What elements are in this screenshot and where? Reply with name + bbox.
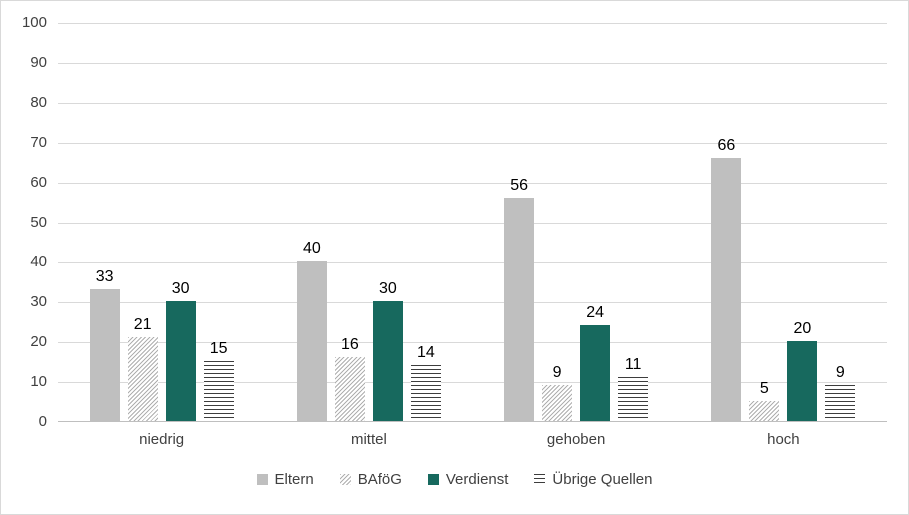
legend-marker-bafoeg bbox=[339, 474, 351, 485]
y-tick-label: 50 bbox=[30, 213, 47, 231]
legend-label: Verdienst bbox=[445, 471, 509, 488]
y-tick-label: 20 bbox=[30, 333, 47, 351]
x-category-label: gehoben bbox=[546, 431, 606, 448]
bar-bafoeg bbox=[334, 357, 365, 421]
gridline bbox=[58, 342, 887, 344]
gridline bbox=[58, 382, 887, 384]
value-label: 40 bbox=[302, 240, 321, 257]
gridline bbox=[58, 182, 887, 184]
legend-label: Eltern bbox=[274, 471, 314, 488]
value-label: 5 bbox=[759, 380, 769, 397]
gridline bbox=[58, 62, 887, 64]
bar-cell-eltern: 33 bbox=[89, 23, 120, 421]
bar-uebrige-quellen bbox=[618, 377, 649, 421]
bar-group-hoch: 66 5 20 9 bbox=[680, 23, 887, 421]
bar-cell-verdienst: 30 bbox=[372, 23, 403, 421]
bar-cell-eltern: 66 bbox=[711, 23, 742, 421]
bar-cell-uebrige-quellen: 11 bbox=[618, 23, 649, 421]
legend-label: BAföG bbox=[357, 471, 402, 488]
bar-eltern bbox=[296, 261, 327, 421]
value-label: 9 bbox=[552, 364, 562, 381]
legend-item-bafoeg: BAföG bbox=[339, 471, 402, 488]
bar-cell-uebrige-quellen: 9 bbox=[825, 23, 856, 421]
legend-item-verdienst: Verdienst bbox=[427, 471, 509, 488]
y-tick-label: 0 bbox=[38, 413, 47, 430]
x-category-label: mittel bbox=[350, 431, 387, 448]
value-label: 66 bbox=[717, 137, 736, 154]
bar-cell-verdienst: 30 bbox=[165, 23, 196, 421]
y-tick-label: 70 bbox=[30, 133, 47, 151]
bar-uebrige-quellen bbox=[203, 361, 234, 421]
bars-layer: 33 21 30 15 40 16 30 14 56 9 24 11 66 5 20 9 bbox=[58, 23, 887, 421]
bar-cell-uebrige-quellen: 14 bbox=[410, 23, 441, 421]
legend-marker-eltern bbox=[256, 474, 268, 485]
bar-bafoeg bbox=[542, 385, 573, 421]
value-label: 30 bbox=[378, 280, 397, 297]
value-label: 11 bbox=[624, 356, 642, 373]
legend: Eltern BAföG Verdienst Übrige Quellen bbox=[1, 471, 908, 488]
y-tick-label: 80 bbox=[30, 93, 47, 111]
bar-cell-eltern: 56 bbox=[504, 23, 535, 421]
plot-area: 33 21 30 15 40 16 30 14 56 9 24 11 66 5 20 9 bbox=[58, 23, 887, 422]
bar-group-mittel: 40 16 30 14 bbox=[265, 23, 472, 421]
x-category-label: niedrig bbox=[139, 431, 185, 448]
bar-eltern bbox=[89, 289, 120, 421]
value-label: 14 bbox=[416, 344, 435, 361]
value-label: 20 bbox=[793, 320, 812, 337]
legend-item-eltern: Eltern bbox=[256, 471, 314, 488]
gridline bbox=[58, 23, 887, 24]
bar-bafoeg bbox=[749, 401, 780, 421]
legend-marker-uebrige-quellen bbox=[534, 474, 546, 485]
gridline bbox=[58, 222, 887, 224]
x-category-label: hoch bbox=[767, 431, 800, 448]
y-tick-label: 90 bbox=[30, 53, 47, 71]
bar-verdienst bbox=[372, 301, 403, 421]
value-label: 21 bbox=[133, 316, 152, 333]
bar-verdienst bbox=[165, 301, 196, 421]
legend-label: Übrige Quellen bbox=[552, 471, 653, 488]
bar-cell-eltern: 40 bbox=[296, 23, 327, 421]
bar-cell-verdienst: 24 bbox=[580, 23, 611, 421]
y-tick-label: 10 bbox=[30, 373, 47, 391]
gridline bbox=[58, 142, 887, 144]
gridline bbox=[58, 262, 887, 264]
bar-cell-bafoeg: 21 bbox=[127, 23, 158, 421]
bar-uebrige-quellen bbox=[410, 365, 441, 421]
bar-cell-verdienst: 20 bbox=[787, 23, 818, 421]
bar-cell-uebrige-quellen: 15 bbox=[203, 23, 234, 421]
value-label: 56 bbox=[510, 177, 529, 194]
bar-group-gehoben: 56 9 24 11 bbox=[473, 23, 680, 421]
value-label: 15 bbox=[209, 340, 228, 357]
bar-cell-bafoeg: 5 bbox=[749, 23, 780, 421]
gridline bbox=[58, 302, 887, 304]
bar-bafoeg bbox=[127, 337, 158, 421]
value-label: 30 bbox=[171, 280, 190, 297]
legend-marker-verdienst bbox=[427, 474, 439, 485]
value-label: 16 bbox=[340, 336, 359, 353]
bar-eltern bbox=[504, 198, 535, 421]
bar-verdienst bbox=[580, 325, 611, 421]
legend-item-uebrige-quellen: Übrige Quellen bbox=[534, 471, 652, 488]
bar-cell-bafoeg: 9 bbox=[542, 23, 573, 421]
y-tick-label: 30 bbox=[30, 293, 47, 311]
value-label: 33 bbox=[95, 268, 114, 285]
bar-cell-bafoeg: 16 bbox=[334, 23, 365, 421]
x-axis-labels: niedrig mittel gehoben hoch bbox=[58, 431, 887, 448]
value-label: 24 bbox=[586, 304, 605, 321]
value-label: 9 bbox=[835, 364, 845, 381]
bar-uebrige-quellen bbox=[825, 385, 856, 421]
y-tick-label: 60 bbox=[30, 173, 47, 191]
y-tick-label: 40 bbox=[30, 253, 47, 271]
bar-eltern bbox=[711, 158, 742, 421]
bar-verdienst bbox=[787, 341, 818, 421]
bar-group-niedrig: 33 21 30 15 bbox=[58, 23, 265, 421]
y-tick-label: 100 bbox=[21, 14, 47, 31]
gridline bbox=[58, 102, 887, 104]
